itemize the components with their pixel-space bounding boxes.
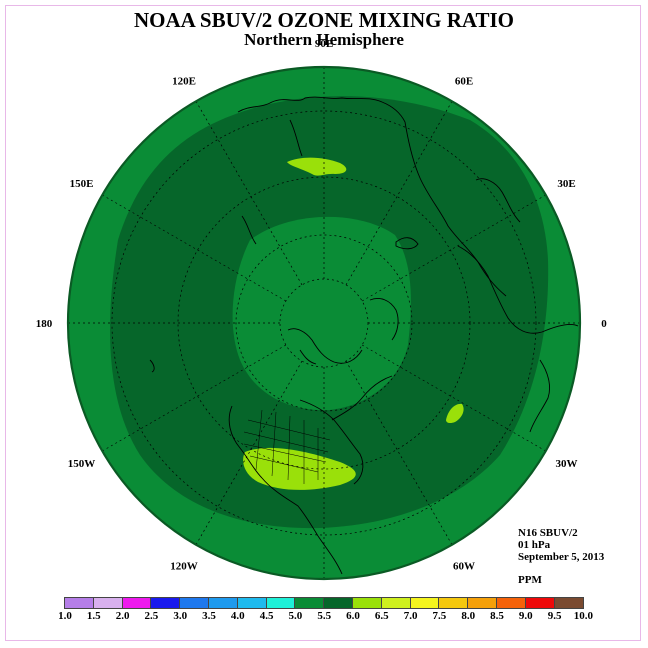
ozone-band-5-0-inner — [232, 216, 411, 411]
meridian-line — [345, 360, 453, 545]
colorbar-swatch — [208, 598, 238, 608]
meridian-line — [102, 194, 287, 302]
longitude-label: 150W — [68, 458, 96, 470]
colorbar-swatch — [468, 598, 497, 608]
colorbar-swatch — [352, 598, 382, 608]
colorbar-swatch — [410, 598, 440, 608]
colorbar-tick-label: 7.0 — [403, 610, 418, 622]
colorbar-tick-label: 2.0 — [115, 610, 130, 622]
longitude-label: 120W — [170, 560, 198, 572]
longitude-label: 180 — [36, 318, 53, 330]
colorbar-tick-label: 10.0 — [573, 610, 594, 622]
ozone-high-atlantic — [446, 403, 464, 424]
colorbar-swatch — [295, 598, 325, 608]
colorbar-swatch — [439, 598, 469, 608]
figure-frame — [5, 5, 641, 641]
colorbar-tick-label: 7.5 — [432, 610, 447, 622]
meridian-line — [195, 360, 303, 545]
meridian-line — [102, 344, 287, 452]
longitude-label: 60W — [453, 560, 475, 572]
colorbar-swatch — [151, 598, 181, 608]
unit-label: PPM — [518, 574, 542, 586]
map-title: NOAA SBUV/2 OZONE MIXING RATIO — [134, 8, 514, 32]
meridian-line — [345, 101, 453, 286]
longitude-label: 0 — [601, 318, 607, 330]
map-subtitle: Northern Hemisphere — [244, 30, 404, 49]
meridian-line — [361, 194, 546, 302]
colorbar-tick-label: 8.5 — [490, 610, 504, 622]
colorbar-tick-label: 2.5 — [144, 610, 159, 622]
colorbar-swatch — [93, 598, 123, 608]
meridian-line — [195, 101, 303, 286]
colorbar-tick-label: 4.0 — [230, 610, 245, 622]
colorbar — [64, 597, 585, 609]
colorbar-tick-label: 6.5 — [374, 610, 389, 622]
colorbar-swatch — [381, 598, 411, 608]
colorbar-tick-label: 1.5 — [86, 610, 101, 622]
coastlines — [149, 96, 579, 575]
colorbar-tick-label: 8.0 — [461, 610, 476, 622]
colorbar-swatch — [496, 598, 526, 608]
colorbar-swatch — [324, 598, 353, 608]
colorbar-swatch — [180, 598, 209, 608]
meridian-line — [361, 344, 546, 452]
colorbar-tick-label: 3.5 — [202, 610, 216, 622]
colorbar-tick-label: 3.0 — [173, 610, 188, 622]
colorbar-swatch — [554, 598, 584, 608]
colorbar-swatch — [65, 598, 94, 608]
colorbar-swatch — [266, 598, 296, 608]
pressure-level-label: 01 hPa — [518, 539, 551, 551]
longitude-label: 30E — [557, 178, 575, 190]
satellite-label: N16 SBUV/2 — [518, 527, 578, 539]
lat-lon-grid — [68, 67, 580, 579]
longitude-label: 120E — [172, 76, 196, 88]
colorbar-tick-label: 4.5 — [259, 610, 274, 622]
longitude-label: 90E — [315, 38, 333, 50]
longitude-label: 150E — [70, 178, 94, 190]
colorbar-swatch — [237, 598, 267, 608]
map-border — [66, 65, 582, 581]
ozone-high-north-america — [243, 447, 356, 490]
colorbar-tick-label: 9.5 — [547, 610, 562, 622]
colorbar-tick-label: 9.0 — [518, 610, 533, 622]
colorbar-tick-label: 5.0 — [288, 610, 303, 622]
state-boundaries — [243, 409, 331, 484]
colorbar-tick-label: 6.0 — [346, 610, 360, 622]
colorbar-swatch — [122, 598, 152, 608]
longitude-label: 30W — [555, 458, 577, 470]
colorbar-swatch — [525, 598, 555, 608]
colorbar-tick-label: 5.5 — [317, 610, 332, 622]
ozone-high-siberia — [287, 157, 347, 176]
longitude-label: 60E — [455, 76, 473, 88]
date-label: September 5, 2013 — [518, 551, 605, 563]
colorbar-tick-label: 1.0 — [58, 610, 72, 622]
colorbar-ticks: 1.0 1.5 2.0 2.5 3.0 3.5 4.0 4.5 5.0 5.5 6.0 6.5 7.0 7… — [0, 610, 648, 624]
